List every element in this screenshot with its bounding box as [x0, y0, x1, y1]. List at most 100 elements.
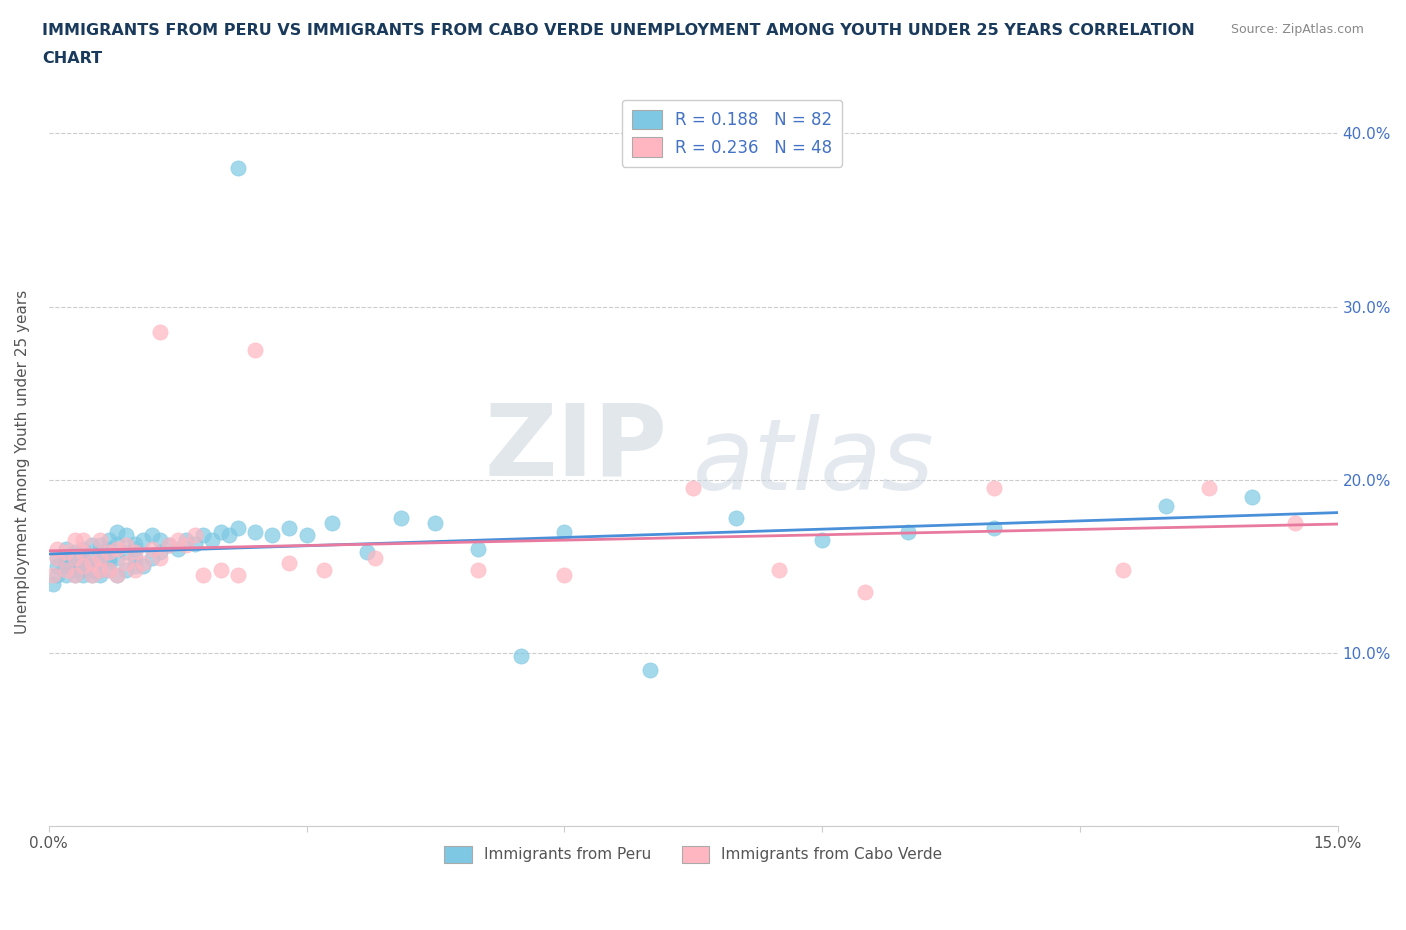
- Point: [72, 559, 94, 574]
- Point: [983, 481, 1005, 496]
- Point: [312, 563, 335, 578]
- Point: [768, 563, 790, 578]
- Point: [107, 525, 129, 539]
- Point: [72, 541, 94, 556]
- Point: [107, 551, 129, 565]
- Point: [149, 533, 172, 548]
- Point: [63, 551, 86, 565]
- Point: [46, 541, 69, 556]
- Point: [89, 563, 111, 578]
- Point: [226, 521, 249, 536]
- Point: [55, 551, 77, 565]
- Point: [1240, 489, 1263, 504]
- Point: [72, 551, 94, 565]
- Point: [89, 551, 111, 565]
- Point: [278, 521, 301, 536]
- Point: [132, 555, 155, 570]
- Point: [149, 551, 172, 565]
- Point: [107, 537, 129, 551]
- Point: [72, 563, 94, 578]
- Point: [72, 553, 94, 568]
- Point: [124, 545, 146, 560]
- Point: [141, 541, 163, 556]
- Point: [389, 511, 412, 525]
- Point: [46, 551, 69, 565]
- Point: [157, 538, 180, 553]
- Point: [80, 567, 103, 582]
- Point: [226, 567, 249, 582]
- Point: [72, 567, 94, 582]
- Point: [72, 545, 94, 560]
- Point: [174, 538, 197, 553]
- Point: [193, 527, 215, 542]
- Point: [853, 585, 876, 600]
- Point: [80, 559, 103, 574]
- Point: [141, 551, 163, 565]
- Point: [184, 537, 207, 551]
- Point: [157, 538, 180, 553]
- Point: [107, 541, 129, 556]
- Point: [425, 515, 447, 530]
- Point: [55, 551, 77, 565]
- Point: [278, 555, 301, 570]
- Point: [184, 527, 207, 542]
- Point: [97, 541, 120, 556]
- Point: [63, 563, 86, 578]
- Point: [243, 342, 266, 357]
- Point: [72, 559, 94, 574]
- Point: [124, 563, 146, 578]
- Point: [55, 541, 77, 556]
- Point: [141, 527, 163, 542]
- Point: [725, 511, 748, 525]
- Point: [467, 541, 489, 556]
- Point: [1284, 515, 1306, 530]
- Point: [55, 559, 77, 574]
- Point: [80, 567, 103, 582]
- Point: [97, 563, 120, 578]
- Point: [218, 527, 240, 542]
- Point: [72, 533, 94, 548]
- Point: [55, 545, 77, 560]
- Point: [321, 515, 343, 530]
- Point: [811, 533, 834, 548]
- Point: [63, 545, 86, 560]
- Point: [97, 545, 120, 560]
- Point: [80, 555, 103, 570]
- Text: ZIP: ZIP: [485, 399, 668, 497]
- Point: [1112, 563, 1135, 578]
- Point: [63, 559, 86, 574]
- Point: [55, 559, 77, 574]
- Point: [149, 545, 172, 560]
- Point: [1198, 481, 1220, 496]
- Point: [55, 567, 77, 582]
- Point: [124, 541, 146, 556]
- Point: [80, 563, 103, 578]
- Point: [89, 533, 111, 548]
- Point: [201, 533, 224, 548]
- Y-axis label: Unemployment Among Youth under 25 years: Unemployment Among Youth under 25 years: [15, 290, 30, 634]
- Point: [46, 551, 69, 565]
- Point: [115, 563, 138, 578]
- Text: IMMIGRANTS FROM PERU VS IMMIGRANTS FROM CABO VERDE UNEMPLOYMENT AMONG YOUTH UNDE: IMMIGRANTS FROM PERU VS IMMIGRANTS FROM …: [42, 23, 1195, 38]
- Point: [63, 567, 86, 582]
- Point: [166, 533, 188, 548]
- Point: [97, 563, 120, 578]
- Point: [89, 563, 111, 578]
- Point: [89, 567, 111, 582]
- Point: [356, 545, 378, 560]
- Point: [682, 481, 704, 496]
- Point: [115, 527, 138, 542]
- Point: [553, 567, 575, 582]
- Point: [166, 541, 188, 556]
- Point: [107, 567, 129, 582]
- Point: [897, 525, 920, 539]
- Point: [63, 567, 86, 582]
- Point: [115, 545, 138, 560]
- Point: [124, 559, 146, 574]
- Point: [226, 161, 249, 176]
- Point: [42, 576, 65, 591]
- Point: [209, 563, 232, 578]
- Point: [46, 559, 69, 574]
- Point: [97, 551, 120, 565]
- Point: [243, 525, 266, 539]
